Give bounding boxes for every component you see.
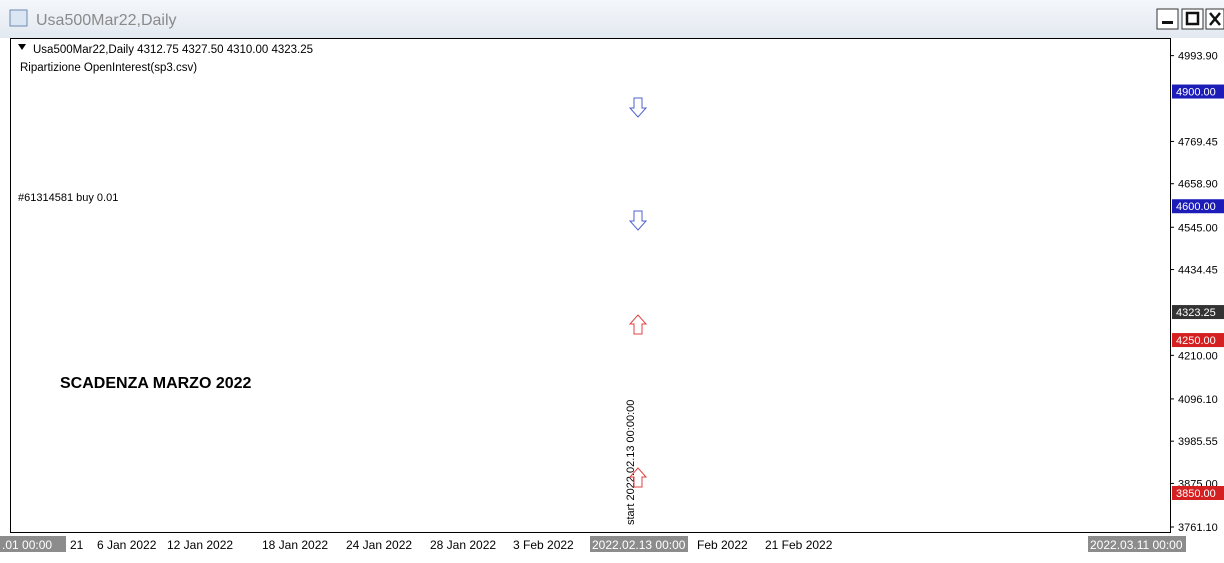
price-highlight-label: 4250.00 (1176, 335, 1216, 347)
price-tick-label: 4769.45 (1178, 136, 1218, 148)
date-label: 2022.02.13 00:00 (592, 538, 686, 552)
price-tick-label: 4434.45 (1178, 265, 1218, 277)
date-label: 24 Jan 2022 (346, 538, 412, 552)
price-highlight-label: 3850.00 (1176, 488, 1216, 500)
price-tick-label: 3985.55 (1178, 436, 1218, 448)
close-icon (1209, 12, 1221, 26)
date-label: 21 (70, 538, 84, 552)
minimize-button[interactable] (1156, 8, 1179, 30)
price-tick-label: 4658.90 (1178, 179, 1218, 191)
date-label: Feb 2022 (697, 538, 748, 552)
chart-header: Usa500Mar22,Daily 4312.75 4327.50 4310.0… (33, 44, 313, 56)
date-label: 6 Jan 2022 (97, 538, 157, 552)
maximize-icon (1185, 11, 1200, 26)
date-highlight (0, 536, 66, 552)
window-buttons[interactable] (1156, 8, 1224, 30)
window-title: Usa500Mar22,Daily (36, 12, 177, 29)
expiry-title: SCADENZA MARZO 2022 (60, 375, 252, 392)
date-label: 18 Jan 2022 (262, 538, 328, 552)
plot-frame (10, 38, 1171, 533)
start-label: start 2022.02.13 00:00:00 (625, 400, 637, 525)
order-note: #61314581 buy 0.01 (18, 192, 118, 204)
date-axis: .01 00:00 21 6 Jan 2022 12 Jan 2022 18 Jan 2… (0, 536, 1186, 552)
date-label: 12 Jan 2022 (167, 538, 233, 552)
date-highlight (590, 536, 688, 552)
up-arrow (628, 314, 648, 335)
price-tick-label: 3761.10 (1178, 522, 1218, 534)
price-highlight (1172, 333, 1224, 348)
indicator-name: Ripartizione OpenInterest(sp3.csv) (20, 62, 197, 74)
date-label: 2022.03.11 00:00 (1090, 538, 1183, 552)
down-arrow (628, 210, 648, 231)
price-tick-label: 4993.90 (1178, 51, 1218, 63)
price-highlight-label: 4900.00 (1176, 87, 1216, 99)
price-highlight (1172, 84, 1224, 99)
date-label: 3 Feb 2022 (513, 538, 574, 552)
app-icon (9, 9, 28, 27)
price-tick-label: 4096.10 (1178, 394, 1218, 406)
collapse-arrow (18, 44, 26, 50)
price-highlight-label: 4323.25 (1176, 307, 1216, 319)
price-tick-label: 4210.00 (1178, 350, 1218, 362)
down-arrow (628, 97, 648, 118)
date-label: 28 Jan 2022 (430, 538, 496, 552)
date-label: 21 Feb 2022 (765, 538, 833, 552)
title-bar (0, 0, 1224, 38)
price-axis: 4993.90 4769.45 4658.90 4545.00 4434.45 4210.… (1170, 51, 1224, 534)
date-highlight (1088, 536, 1186, 552)
price-highlight (1172, 305, 1224, 320)
minimize-icon (1162, 21, 1173, 24)
chart-overlay: Usa500Mar22,Daily 4312.75 4327.50 4310.0… (18, 44, 648, 525)
up-arrow (628, 467, 648, 488)
price-tick-label: 4545.00 (1178, 222, 1218, 234)
date-label: .01 00:00 (2, 538, 52, 552)
price-highlight (1172, 199, 1224, 214)
price-highlight-label: 4600.00 (1176, 201, 1216, 213)
price-highlight (1172, 486, 1224, 500)
